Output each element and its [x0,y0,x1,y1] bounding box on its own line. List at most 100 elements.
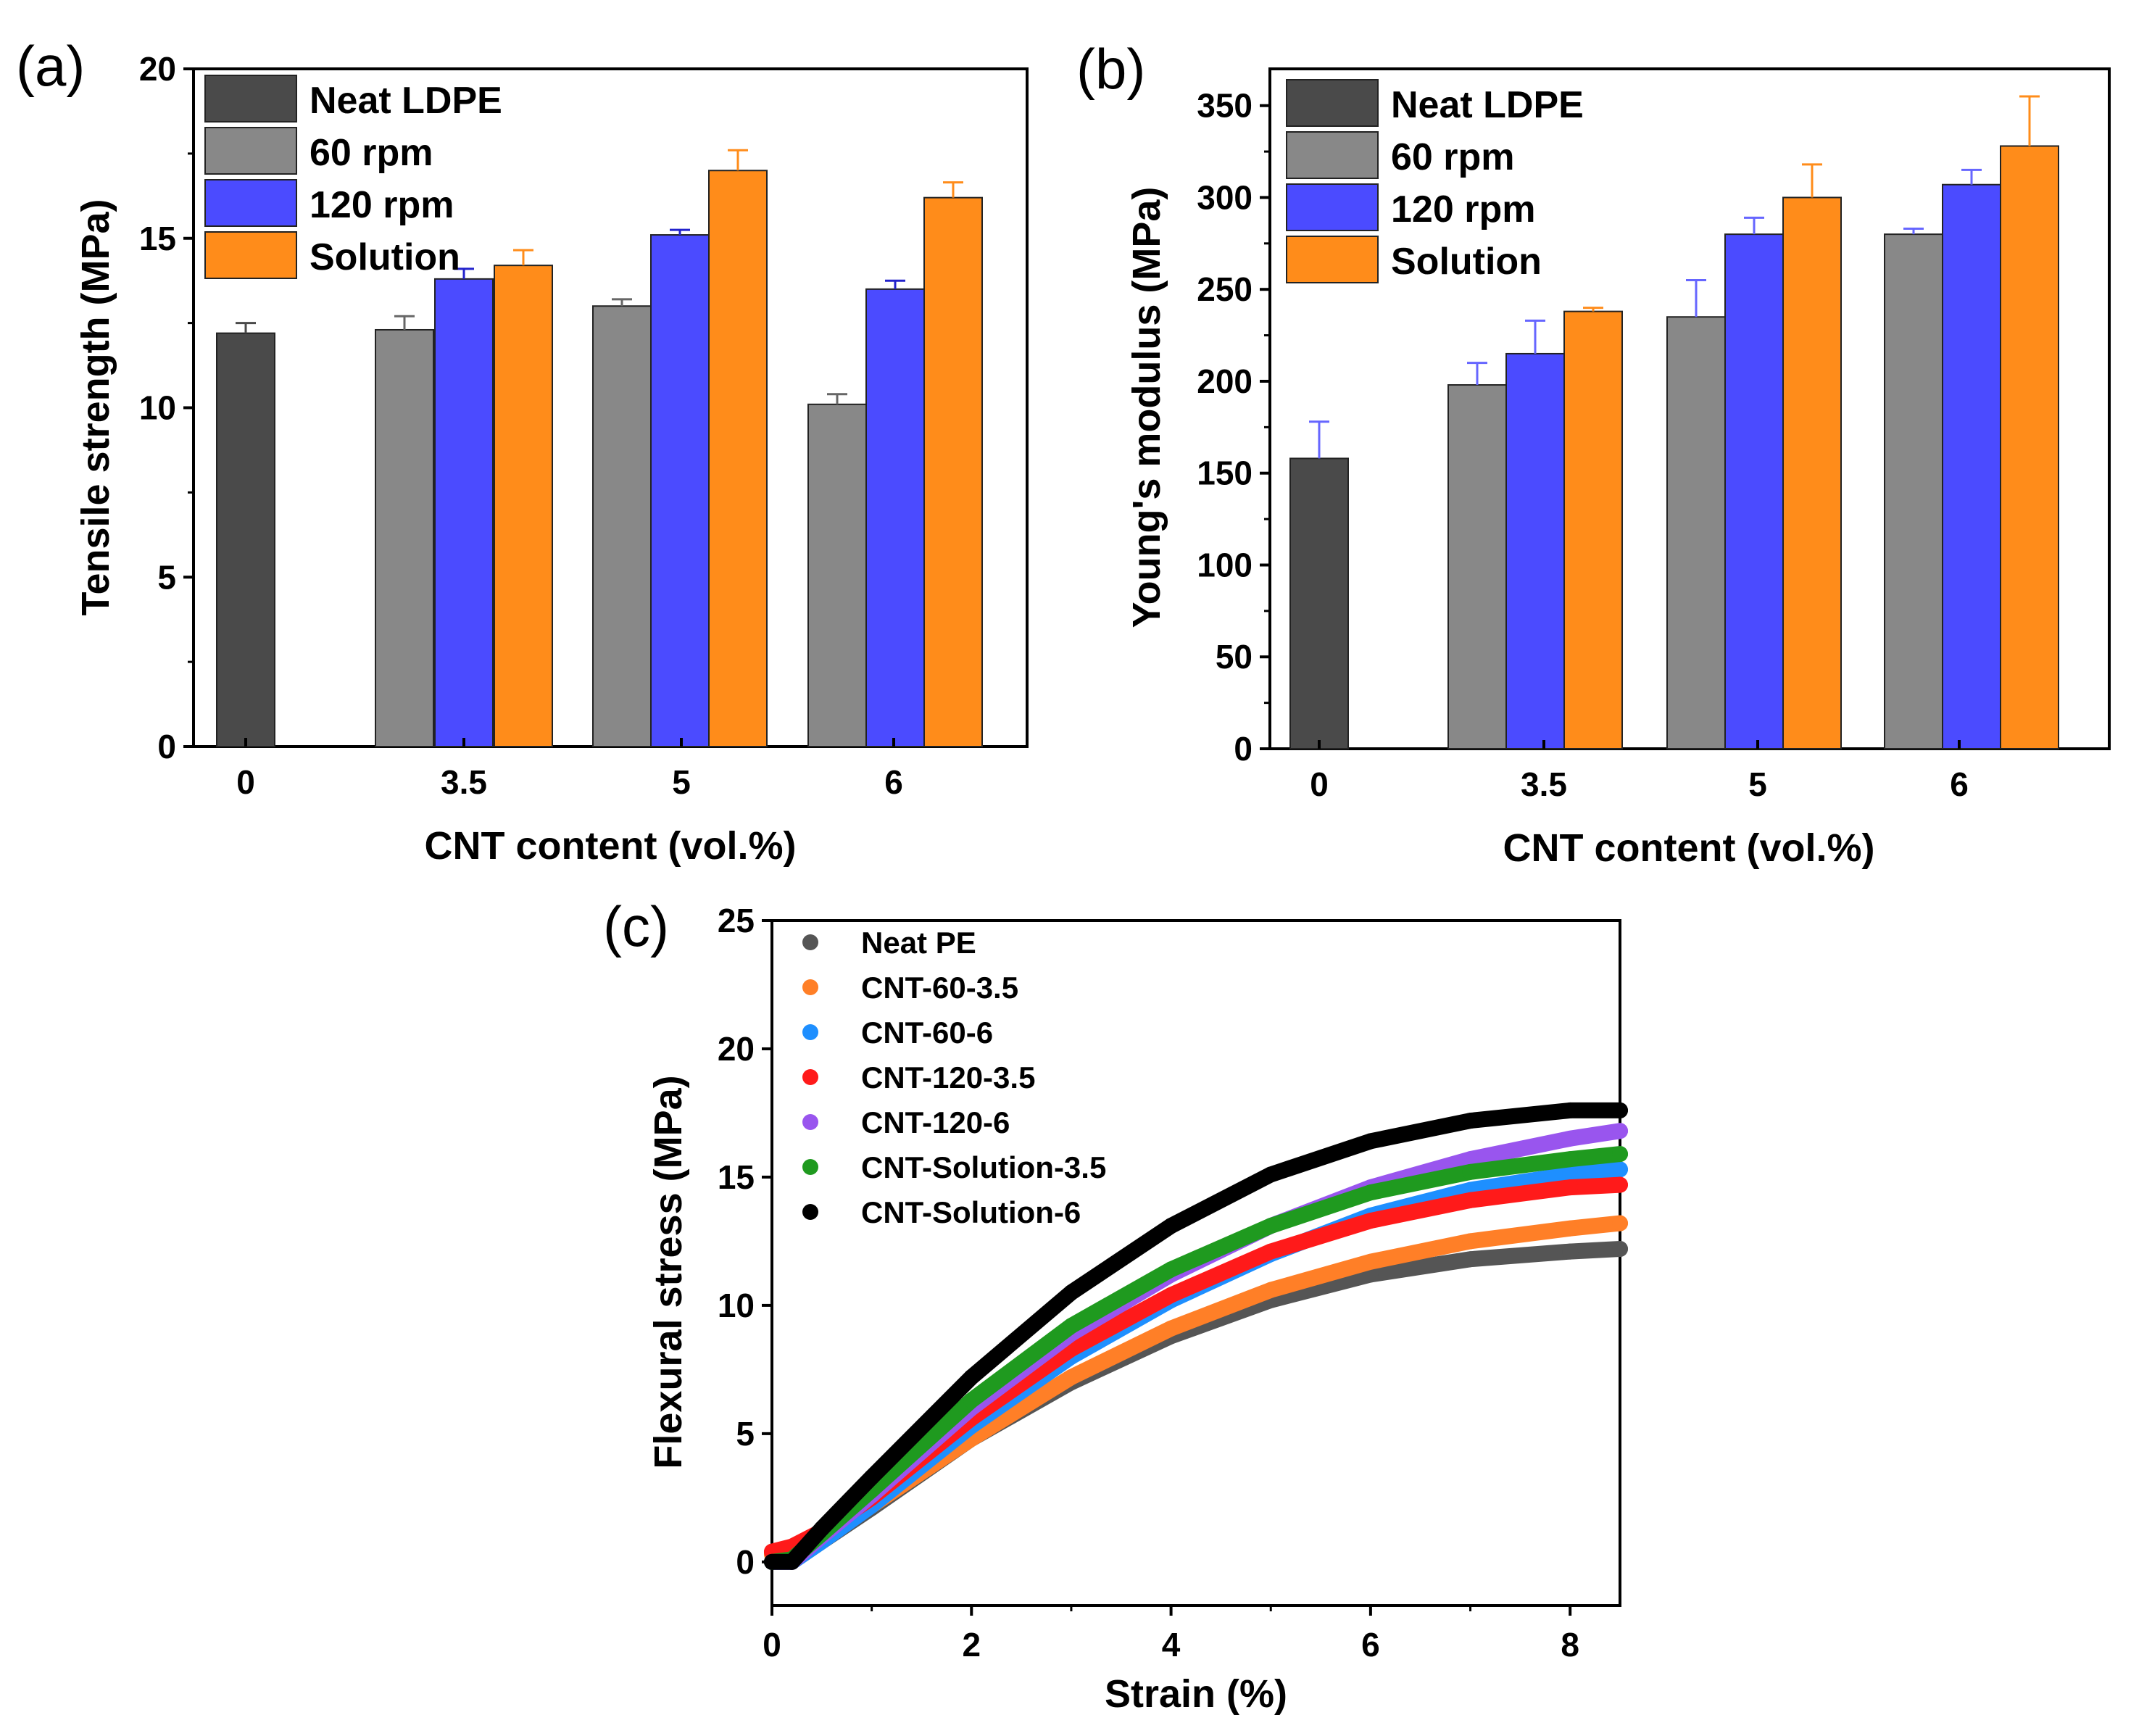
data-point [1362,1184,1379,1201]
legend-marker [802,1069,818,1085]
y-tick-label: 15 [718,1158,755,1196]
y-axis-label-b: Young's modulus (MPa) [1125,187,1168,628]
bar [1505,352,1565,750]
y-axis-label-c: Flexural stress (MPa) [647,1075,690,1469]
data-point [1163,1287,1179,1303]
data-point [1612,1123,1628,1139]
y-tick-label: 50 [1216,638,1253,676]
x-ticks-b: 0 3.5 5 6 [1310,740,1969,803]
legend-swatch [204,179,297,227]
panel-label-c: (c) [603,894,669,958]
y-axis-label-a: Tensile strength (MPa) [74,199,117,615]
bar [434,278,494,748]
data-point [1163,1320,1179,1337]
legend-label: CNT-Solution-6 [861,1195,1081,1229]
legend-swatch [1286,79,1379,127]
data-point [1612,1146,1628,1163]
x-tick-label: 4 [1162,1626,1181,1664]
data-point [1562,1130,1579,1147]
y-tick-label: 200 [1197,362,1253,400]
y-ticks-b: 0 50 100 150 200 250 300 350 [1197,87,1270,768]
data-point [1462,1151,1479,1168]
data-point [1462,1113,1479,1129]
data-point [1263,1243,1279,1260]
x-axis-label-c: Strain (%) [1105,1672,1287,1716]
legend-marker [802,934,818,950]
data-point [1562,1220,1579,1237]
x-tick-label: 5 [1748,765,1767,803]
bar [1666,316,1726,750]
legend-label: CNT-60-3.5 [861,971,1018,1005]
y-tick-label: 150 [1197,454,1253,492]
bar [650,234,710,747]
bar [494,265,553,747]
data-point [1612,1215,1628,1232]
bar [1563,310,1623,750]
legend-swatch [1286,183,1379,231]
bar [592,305,652,747]
panel-c-flexural-stress: (c) 0 5 10 15 20 25 0 2 4 6 8 Neat PE CNT-60-3.5 CN… [603,894,1628,1716]
panel-a-tensile-strength: (a) 0 5 10 15 20 0 3.5 5 6 Neat LDPE 60 rpm 120 r… [16,34,1029,868]
data-point [1263,1166,1279,1183]
y-tick-label: 0 [1234,730,1253,768]
panel-label-b: (b) [1076,37,1145,101]
x-axis-label-b: CNT content (vol.%) [1503,826,1875,870]
bars-b [1289,95,2059,750]
data-point [813,1520,830,1537]
y-tick-label: 20 [139,50,176,88]
data-point [1612,1241,1628,1258]
x-tick-label: 6 [1950,765,1969,803]
bar [923,196,983,747]
x-tick-label: 0 [1310,765,1329,803]
bar [865,288,925,747]
data-point [1562,1243,1579,1260]
legend-label: Solution [310,236,460,278]
x-tick-label: 2 [962,1626,981,1664]
x-tick-label: 5 [672,763,691,801]
x-tick-label: 0 [763,1626,781,1664]
x-ticks-c: 0 2 4 6 8 [763,1606,1579,1664]
y-tick-label: 15 [139,220,176,257]
curves-c [764,1102,1628,1570]
legend-label: CNT-60-6 [861,1016,993,1050]
legend-label: Solution [1391,241,1542,283]
data-point [1462,1251,1479,1268]
legend-label: 60 rpm [310,132,433,174]
x-tick-label: 8 [1561,1626,1579,1664]
x-tick-label: 6 [884,763,903,801]
bar [1782,196,1842,749]
data-point [1362,1253,1379,1270]
bar [1289,457,1349,750]
x-tick-label: 3.5 [441,763,487,801]
y-tick-label: 5 [157,558,176,596]
bar [807,403,867,747]
bars-a [216,149,983,748]
legend-label: 120 rpm [1391,188,1535,231]
legend-label: CNT-120-3.5 [861,1060,1035,1095]
x-ticks-a: 0 3.5 5 6 [236,738,903,801]
bar [2000,145,2059,750]
data-point [863,1469,880,1486]
legend-label: 60 rpm [1391,136,1515,178]
legend-swatch [1286,236,1379,283]
data-point [1562,1151,1579,1168]
bar [708,170,768,747]
y-tick-label: 25 [718,902,755,939]
data-point [1362,1133,1379,1150]
data-point [1462,1192,1479,1208]
y-ticks-a: 0 5 10 15 20 [139,50,194,765]
y-tick-label: 5 [736,1415,755,1453]
legend-marker [802,1114,818,1130]
data-point [1163,1261,1179,1278]
bar [1447,384,1507,749]
data-point [1063,1284,1079,1301]
data-point [963,1369,980,1385]
y-tick-label: 250 [1197,270,1253,308]
data-point [1063,1369,1079,1385]
y-tick-label: 0 [736,1543,755,1581]
bar [216,332,275,747]
plot-frame-c [770,919,1621,1607]
data-point [1462,1163,1479,1180]
y-ticks-c: 0 5 10 15 20 25 [718,902,772,1581]
panel-b-youngs-modulus: (b) 0 50 100 150 200 250 300 350 0 3.5 5 6 Neat LD… [1076,37,2111,870]
